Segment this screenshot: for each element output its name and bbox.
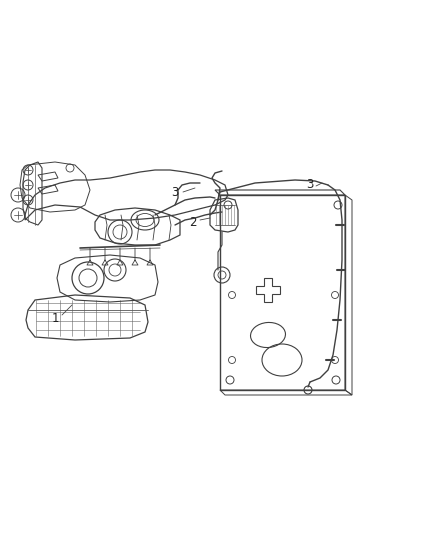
Text: 2: 2 xyxy=(189,215,197,229)
Text: 3: 3 xyxy=(171,187,179,199)
Text: 3: 3 xyxy=(306,179,314,191)
Text: 1: 1 xyxy=(51,311,59,325)
